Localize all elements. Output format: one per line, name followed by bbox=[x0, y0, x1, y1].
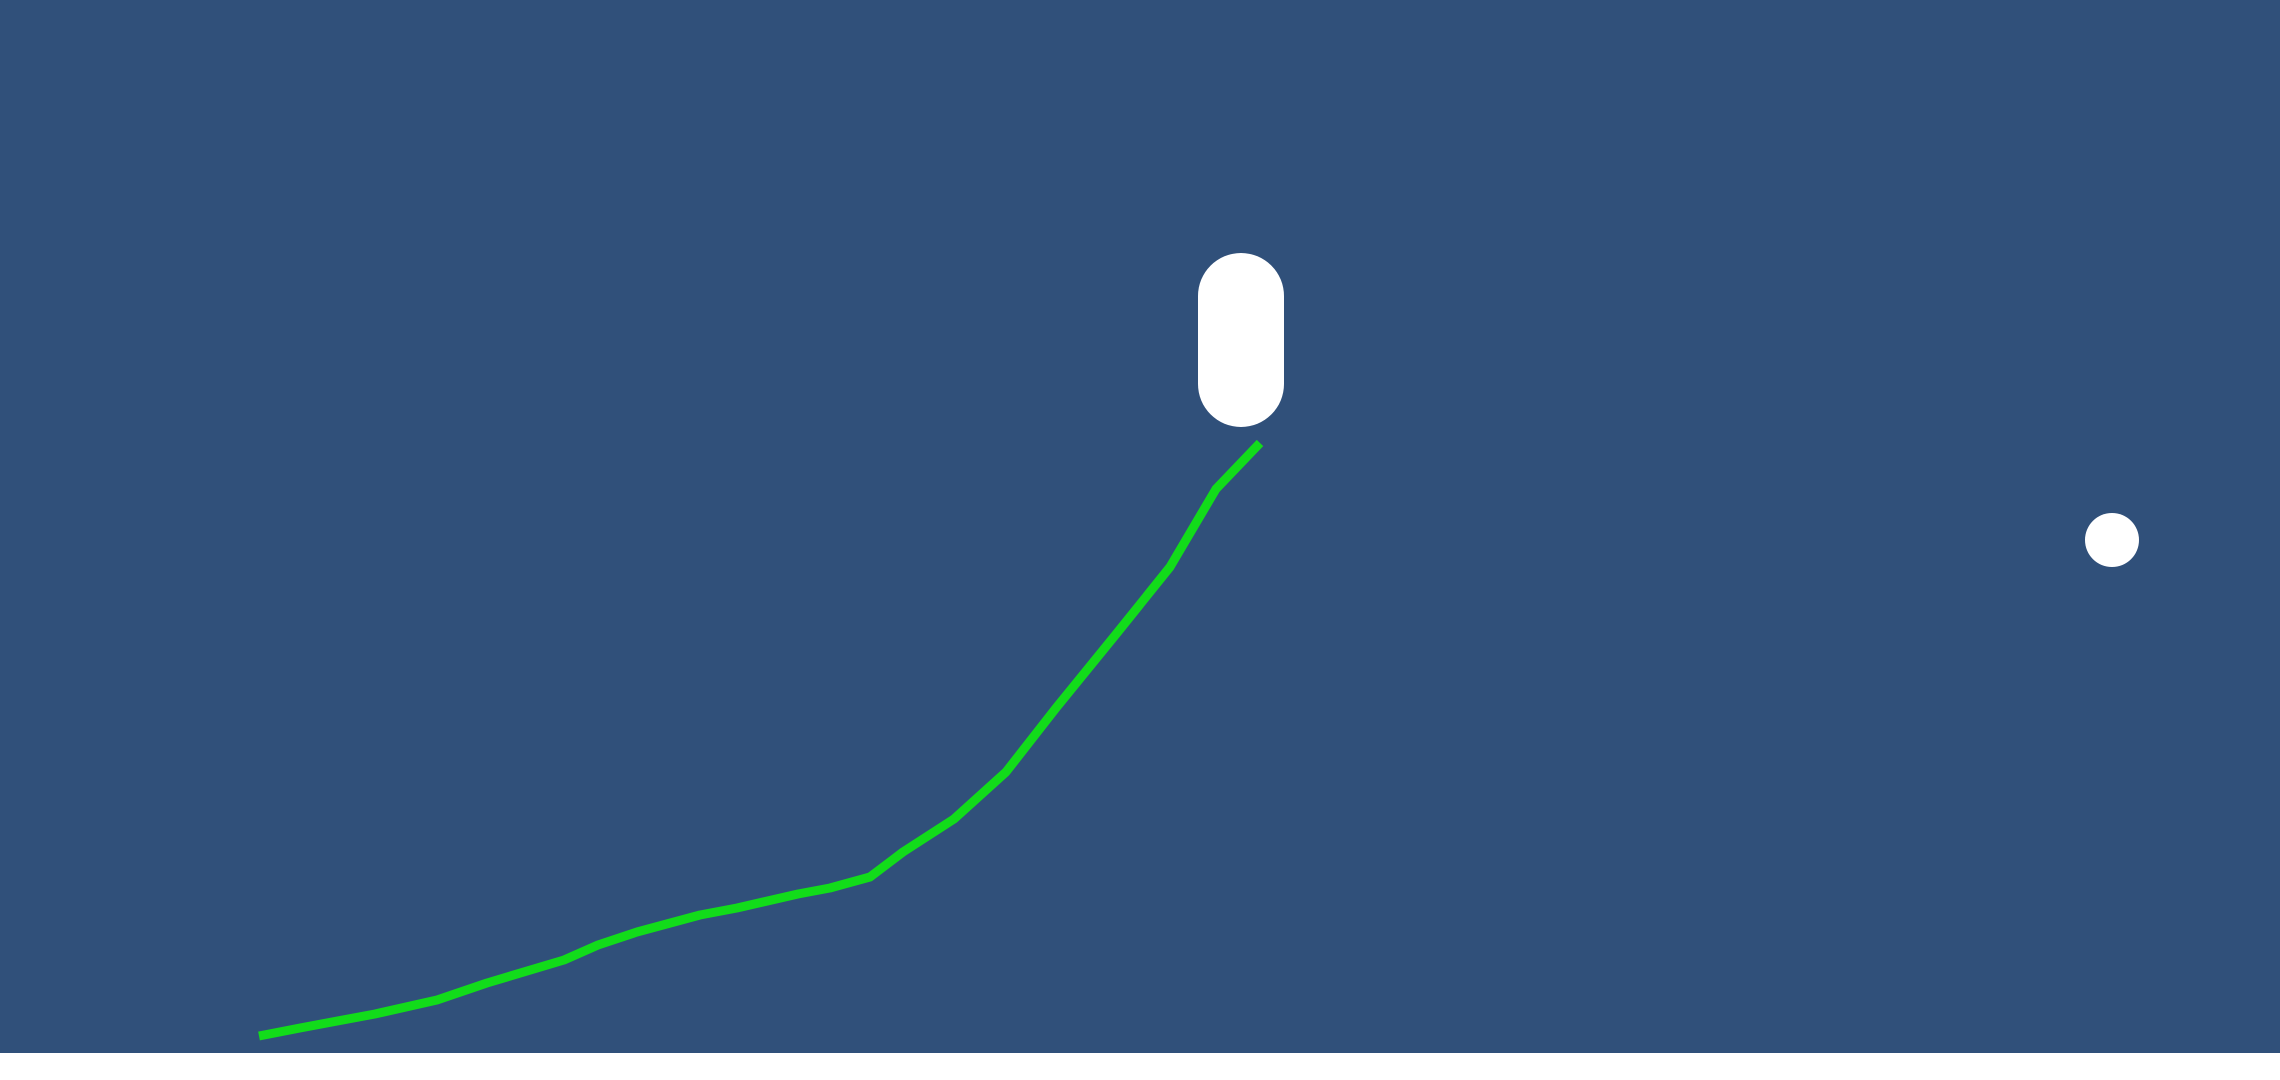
target-ball-icon[interactable] bbox=[2085, 513, 2139, 567]
player-capsule-icon[interactable] bbox=[1198, 253, 1284, 427]
bottom-strip bbox=[0, 1053, 2280, 1080]
flight-trail bbox=[258, 439, 1264, 1041]
game-scene[interactable] bbox=[0, 0, 2280, 1053]
background-panel bbox=[0, 0, 2280, 1053]
game-viewport[interactable] bbox=[0, 0, 2280, 1053]
